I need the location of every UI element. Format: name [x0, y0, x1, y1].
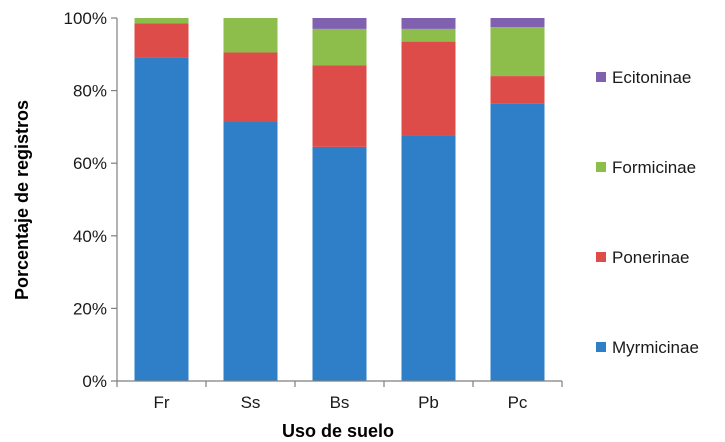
- bar-segment-bs-myrmicinae: [312, 146, 367, 381]
- x-tick-label: Pc: [508, 393, 528, 412]
- bar-segment-pc-formicinae: [490, 27, 545, 77]
- bar-segment-fr-formicinae: [134, 18, 189, 24]
- legend-label-ecitoninae: Ecitoninae: [612, 68, 691, 87]
- y-tick-label: 80%: [73, 82, 107, 101]
- legend: Ecitoninae Formicinae Ponerinae Myrmicinae: [596, 68, 699, 357]
- bar-segment-bs-ponerinae: [312, 65, 367, 147]
- y-tick-label: 20%: [73, 299, 107, 318]
- legend-swatch-ecitoninae: [596, 72, 606, 82]
- legend-swatch-myrmicinae: [596, 342, 606, 352]
- legend-label-ponerinae: Ponerinae: [612, 248, 690, 267]
- bar-segment-bs-ecitoninae: [312, 18, 367, 29]
- x-tick-label: Ss: [241, 393, 261, 412]
- x-tick-label: Pb: [418, 393, 439, 412]
- bar-segment-pb-myrmicinae: [401, 135, 456, 381]
- bar-segment-pb-formicinae: [401, 28, 456, 42]
- x-tick-label: Bs: [330, 393, 350, 412]
- y-axis: 0% 20% 40% 60% 80% 100%: [64, 9, 118, 391]
- y-tick-label: 60%: [73, 154, 107, 173]
- y-axis-title: Porcentaje de registros: [12, 100, 32, 300]
- bar-segment-pc-ecitoninae: [490, 18, 545, 28]
- bar-segment-ss-ponerinae: [223, 52, 278, 122]
- y-tick-label: 40%: [73, 227, 107, 246]
- legend-label-formicinae: Formicinae: [612, 158, 696, 177]
- bar-segment-pc-myrmicinae: [490, 103, 545, 382]
- y-tick-label: 100%: [64, 9, 107, 28]
- bar-segment-pb-ecitoninae: [401, 18, 456, 29]
- bar-segment-pb-ponerinae: [401, 41, 456, 136]
- legend-swatch-ponerinae: [596, 252, 606, 262]
- x-axis-title: Uso de suelo: [282, 421, 394, 441]
- bar-segment-pc-ponerinae: [490, 76, 545, 104]
- bar-segment-bs-formicinae: [312, 28, 367, 66]
- bar-segment-fr-ponerinae: [134, 23, 189, 58]
- bar-segment-fr-myrmicinae: [134, 57, 189, 382]
- x-tick-label: Fr: [153, 393, 169, 412]
- x-axis: Fr Ss Bs Pb Pc: [116, 380, 563, 412]
- bar-segment-ss-myrmicinae: [223, 121, 278, 381]
- bar-segment-ss-formicinae: [223, 18, 278, 53]
- legend-swatch-formicinae: [596, 162, 606, 172]
- y-tick-label: 0%: [82, 372, 107, 391]
- plot-area: [134, 18, 545, 382]
- legend-label-myrmicinae: Myrmicinae: [612, 338, 699, 357]
